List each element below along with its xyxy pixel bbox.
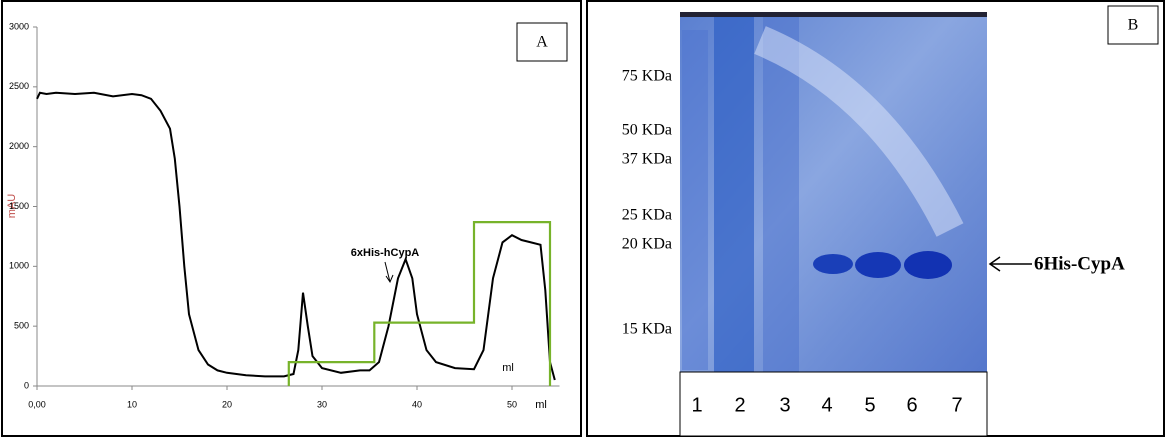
marker-label: 50 KDa bbox=[622, 122, 672, 139]
gel-edge bbox=[680, 12, 987, 17]
y-axis-label: mAU bbox=[6, 194, 18, 219]
annotation: ml bbox=[502, 362, 514, 374]
x-tick-label: 0,00 bbox=[28, 399, 46, 409]
x-tick-label: 30 bbox=[317, 399, 327, 409]
lane-label: 4 bbox=[821, 394, 832, 416]
y-tick-label: 0 bbox=[24, 380, 29, 390]
lane-smear bbox=[763, 17, 799, 372]
lane-label: 6 bbox=[906, 394, 917, 416]
x-tick-label: 50 bbox=[507, 399, 517, 409]
band-label: 6His-CypA bbox=[1034, 253, 1125, 274]
panel-label-box bbox=[1107, 5, 1159, 45]
annotation: 6xHis-hCypA bbox=[351, 247, 420, 259]
band bbox=[904, 251, 952, 279]
gel-glare bbox=[754, 26, 964, 237]
lane-label: 1 bbox=[691, 394, 702, 416]
marker-label: 37 KDa bbox=[622, 151, 672, 168]
marker-label: 25 KDa bbox=[622, 207, 672, 224]
lane-smear bbox=[714, 17, 754, 372]
marker-label: 15 KDa bbox=[622, 321, 672, 338]
band bbox=[813, 254, 853, 274]
y-tick-label: 2000 bbox=[9, 141, 29, 151]
panel-label-box bbox=[516, 22, 568, 62]
lane-label: 3 bbox=[779, 394, 790, 416]
x-tick-label: 20 bbox=[222, 399, 232, 409]
annotation-arrow bbox=[384, 261, 394, 284]
y-tick-label: 1000 bbox=[9, 261, 29, 271]
ladder-lane bbox=[682, 30, 708, 370]
lane-label: 7 bbox=[951, 394, 962, 416]
panel-a-frame bbox=[1, 0, 582, 437]
y-tick-label: 3000 bbox=[9, 21, 29, 31]
gel bbox=[679, 12, 988, 437]
y-tick-label: 2500 bbox=[9, 81, 29, 91]
lane-label: 2 bbox=[734, 394, 745, 416]
marker-label: 20 KDa bbox=[622, 236, 672, 253]
lane-label-box bbox=[679, 371, 988, 437]
lane-label: 5 bbox=[864, 394, 875, 416]
band bbox=[855, 252, 901, 278]
x-axis-label: ml bbox=[535, 399, 547, 411]
series-line bbox=[287, 221, 552, 386]
panel-label: B bbox=[1128, 17, 1139, 34]
series-line bbox=[36, 91, 556, 381]
band-arrow bbox=[988, 256, 1032, 272]
x-tick-label: 10 bbox=[127, 399, 137, 409]
x-tick-label: 40 bbox=[412, 399, 422, 409]
y-tick-label: 500 bbox=[14, 321, 29, 331]
panel-label: A bbox=[536, 34, 548, 51]
marker-label: 75 KDa bbox=[622, 68, 672, 85]
y-tick-label: 1500 bbox=[9, 201, 29, 211]
